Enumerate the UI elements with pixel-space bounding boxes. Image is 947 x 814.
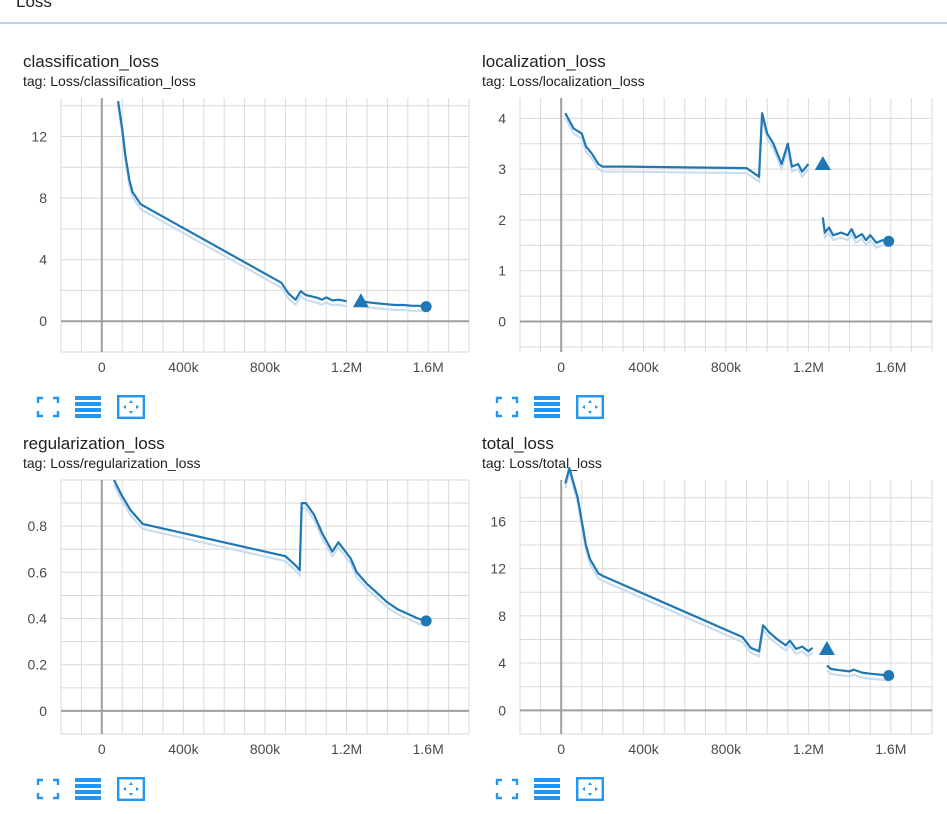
series-line[interactable] — [826, 664, 889, 677]
tag-prefix: tag: — [23, 455, 51, 471]
stacked-lines-icon[interactable] — [75, 395, 101, 419]
series-line[interactable] — [821, 217, 889, 244]
plot-area[interactable]: 0 4 8 12 0 400k 800k 1.2M 1.6M — [23, 90, 470, 390]
plot-area[interactable]: 0 0.2 0.4 0.6 0.8 0 400k 800k 1.2M 1.6M — [23, 472, 470, 772]
plot-area[interactable]: 0 1 2 3 4 0 400k 800k 1.2M 1.6M — [482, 90, 933, 390]
min-marker-triangle — [352, 293, 369, 308]
fit-to-data-icon[interactable] — [576, 777, 605, 802]
x-tick-label: 1.6M — [413, 359, 444, 375]
y-tick-label: 8 — [39, 190, 47, 206]
y-tick-label: 16 — [490, 513, 506, 529]
y-tick-label: 2 — [498, 212, 506, 228]
x-tick-label: 0 — [557, 359, 565, 375]
tag-prefix: tag: — [482, 73, 510, 89]
tag-value: Loss/regularization_loss — [50, 455, 201, 471]
y-tick-label: 0.8 — [28, 518, 48, 534]
fullscreen-expand-icon[interactable] — [494, 777, 520, 801]
tag-value: Loss/classification_loss — [50, 73, 196, 89]
tag-value: Loss/total_loss — [509, 455, 602, 471]
y-tick-label: 12 — [490, 561, 506, 577]
x-tick-label: 800k — [711, 359, 742, 375]
chart-tag: tag: Loss/localization_loss — [482, 73, 645, 89]
x-tick-label: 400k — [628, 741, 659, 757]
chart-tag: tag: Loss/classification_loss — [23, 73, 196, 89]
x-tick-label: 400k — [628, 359, 659, 375]
min-marker-triangle — [818, 640, 835, 655]
last-value-marker — [883, 670, 895, 682]
x-tick-label: 1.6M — [413, 741, 444, 757]
stacked-lines-icon[interactable] — [534, 777, 560, 801]
chart-title: total_loss — [482, 434, 554, 453]
series-raw-line — [826, 669, 889, 682]
x-tick-label: 1.2M — [331, 741, 362, 757]
series-line[interactable] — [360, 300, 427, 308]
chart-tag: tag: Loss/total_loss — [482, 455, 602, 471]
section-title: Loss — [16, 0, 52, 11]
y-tick-label: 0 — [498, 314, 506, 330]
chart-card-regularization-loss: regularization_loss tag: Loss/regulariza… — [23, 434, 493, 814]
min-marker-triangle — [814, 156, 831, 171]
section-header: Loss — [0, 0, 947, 24]
y-tick-label: 8 — [498, 608, 506, 624]
series-raw-line — [360, 305, 427, 313]
x-tick-label: 800k — [250, 741, 281, 757]
fit-to-data-icon[interactable] — [576, 395, 605, 420]
last-value-marker — [420, 301, 432, 313]
grid — [60, 479, 470, 735]
chart-title: localization_loss — [482, 52, 606, 71]
tag-prefix: tag: — [23, 73, 51, 89]
series-line[interactable] — [564, 467, 814, 653]
y-tick-label: 3 — [498, 161, 506, 177]
tag-prefix: tag: — [482, 455, 510, 471]
y-tick-label: 0.2 — [28, 657, 48, 673]
chart-title: classification_loss — [23, 52, 160, 71]
y-tick-label: 0.4 — [28, 611, 48, 627]
fit-to-data-icon[interactable] — [117, 395, 146, 420]
x-tick-label: 1.6M — [875, 359, 906, 375]
series-line[interactable] — [113, 479, 427, 622]
y-tick-label: 4 — [498, 655, 506, 671]
x-tick-label: 0 — [557, 741, 565, 757]
y-tick-label: 0 — [498, 702, 506, 718]
last-value-marker — [420, 615, 432, 627]
y-tick-label: 12 — [31, 128, 47, 144]
x-tick-label: 400k — [168, 741, 199, 757]
y-tick-label: 4 — [39, 252, 47, 268]
y-tick-label: 4 — [498, 110, 506, 126]
chart-title: regularization_loss — [23, 434, 165, 453]
y-tick-label: 0 — [39, 313, 47, 329]
last-value-marker — [883, 235, 895, 247]
x-tick-label: 1.2M — [793, 359, 824, 375]
series-line[interactable] — [564, 112, 810, 178]
x-tick-label: 400k — [168, 359, 199, 375]
stacked-lines-icon[interactable] — [534, 395, 560, 419]
series-raw-line — [564, 117, 810, 184]
y-tick-label: 0.6 — [28, 564, 48, 580]
x-tick-label: 1.2M — [331, 359, 362, 375]
x-tick-label: 800k — [711, 741, 742, 757]
y-tick-label: 0 — [39, 703, 47, 719]
plot-area[interactable]: 0 4 8 12 16 0 400k 800k 1.2M 1.6M — [482, 467, 933, 772]
chart-card-classification-loss: classification_loss tag: Loss/classifica… — [23, 52, 493, 432]
fullscreen-expand-icon[interactable] — [494, 395, 520, 419]
series-line[interactable] — [117, 100, 347, 303]
x-tick-label: 1.6M — [875, 741, 906, 757]
stacked-lines-icon[interactable] — [75, 777, 101, 801]
tag-value: Loss/localization_loss — [509, 73, 645, 89]
x-tick-label: 0 — [98, 741, 106, 757]
x-tick-label: 0 — [98, 359, 106, 375]
chart-card-total-loss: total_loss tag: Loss/total_loss 0 4 8 12 16 0… — [482, 434, 947, 814]
grid — [519, 98, 933, 352]
chart-tag: tag: Loss/regularization_loss — [23, 455, 200, 471]
series-raw-line — [113, 484, 427, 627]
chart-card-localization-loss: localization_loss tag: Loss/localization… — [482, 52, 947, 432]
y-tick-label: 1 — [498, 263, 506, 279]
fullscreen-expand-icon[interactable] — [35, 777, 61, 801]
fit-to-data-icon[interactable] — [117, 777, 146, 802]
x-tick-label: 1.2M — [793, 741, 824, 757]
fullscreen-expand-icon[interactable] — [35, 395, 61, 419]
series-raw-line — [821, 222, 889, 250]
x-tick-label: 800k — [250, 359, 281, 375]
